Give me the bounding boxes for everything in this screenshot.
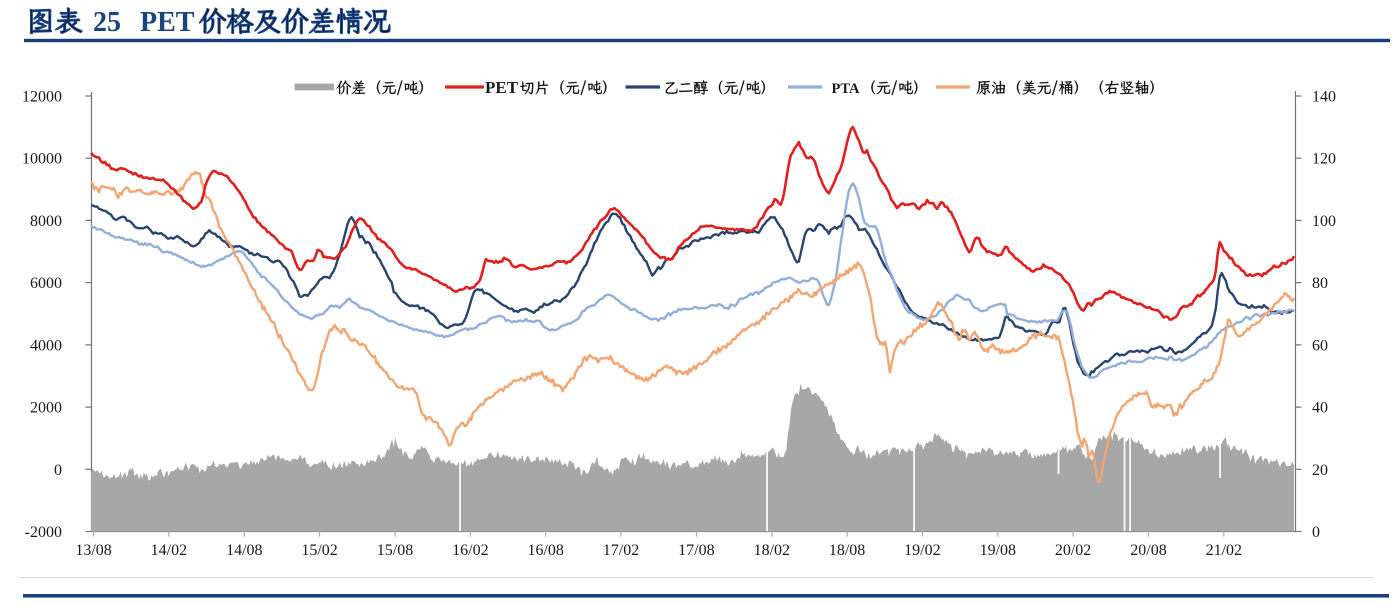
svg-text:2000: 2000 [30,400,62,417]
svg-text:14/08: 14/08 [226,542,262,559]
svg-text:15/08: 15/08 [377,542,413,559]
svg-text:60: 60 [1312,337,1328,354]
svg-text:12000: 12000 [22,89,62,106]
svg-text:8000: 8000 [30,213,62,230]
svg-text:15/02: 15/02 [301,542,337,559]
svg-text:16/08: 16/08 [527,542,563,559]
svg-text:100: 100 [1312,213,1336,230]
svg-text:PTA: PTA [832,81,860,97]
svg-text:PET: PET [140,7,195,38]
svg-text:140: 140 [1312,89,1336,106]
svg-text:13/08: 13/08 [75,542,111,559]
svg-text:4000: 4000 [30,337,62,354]
svg-text:17/08: 17/08 [678,542,714,559]
svg-text:-2000: -2000 [25,524,62,541]
svg-text:6000: 6000 [30,275,62,292]
svg-text:PET: PET [485,78,519,97]
svg-text:40: 40 [1312,400,1328,417]
svg-text:16/02: 16/02 [452,542,488,559]
svg-text:20/08: 20/08 [1130,542,1166,559]
svg-text:0: 0 [54,462,62,479]
svg-text:80: 80 [1312,275,1328,292]
svg-text:10000: 10000 [22,151,62,168]
svg-text:19/08: 19/08 [980,542,1016,559]
svg-text:18/02: 18/02 [754,542,790,559]
svg-text:25: 25 [93,7,121,38]
svg-text:17/02: 17/02 [603,542,639,559]
svg-text:0: 0 [1312,524,1320,541]
svg-text:20/02: 20/02 [1055,542,1091,559]
svg-text:19/02: 19/02 [904,542,940,559]
svg-text:18/08: 18/08 [829,542,865,559]
svg-text:20: 20 [1312,462,1328,479]
svg-text:120: 120 [1312,151,1336,168]
svg-text:14/02: 14/02 [151,542,187,559]
svg-text:21/02: 21/02 [1206,542,1242,559]
